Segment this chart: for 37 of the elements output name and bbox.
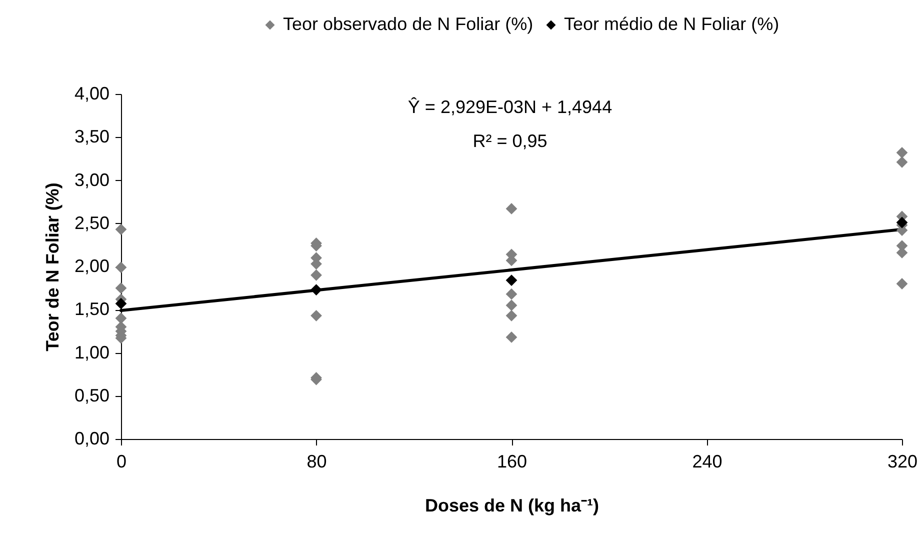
y-tick-label: 4,00 <box>74 84 110 104</box>
point <box>310 269 322 281</box>
x-tick-label: 320 <box>887 452 918 472</box>
y-tick-label: 2,00 <box>74 256 110 276</box>
point <box>506 332 518 343</box>
point <box>506 274 518 286</box>
point <box>115 282 127 294</box>
y-tick-label: 0,00 <box>74 428 110 448</box>
x-tick-label: 0 <box>116 452 127 472</box>
point <box>115 262 127 274</box>
y-tick-label: 2,50 <box>74 212 110 233</box>
y-tick-label: 3,50 <box>74 126 110 147</box>
x-tick-label: 240 <box>692 452 722 472</box>
point <box>896 146 908 158</box>
legend-label: Teor observado de N Foliar (%) <box>283 14 534 34</box>
legend-label: Teor médio de N Foliar (%) <box>564 14 780 34</box>
y-tick-label: 1,50 <box>74 299 110 320</box>
annotation: R² = 0,95 <box>472 131 548 151</box>
point <box>506 288 518 300</box>
annotation: Ŷ = 2,929E-03N + 1,4944 <box>408 97 612 117</box>
x-tick-label: 160 <box>496 452 528 472</box>
point <box>115 298 127 310</box>
y-axis-title: Teor de N Foliar (%) <box>42 182 62 352</box>
point <box>896 216 908 228</box>
point <box>896 278 908 290</box>
y-tick-label: 3,00 <box>74 170 110 190</box>
y-tick-label: 0,50 <box>74 385 110 406</box>
point <box>506 203 518 214</box>
point <box>115 224 127 236</box>
point <box>310 284 322 296</box>
x-axis-title: Doses de N (kg ha⁻¹) <box>424 496 600 516</box>
point <box>506 310 518 322</box>
y-tick-label: 1,00 <box>74 342 110 362</box>
point <box>310 310 322 322</box>
x-tick-label: 80 <box>306 452 327 472</box>
point <box>896 156 908 168</box>
point <box>506 300 518 312</box>
